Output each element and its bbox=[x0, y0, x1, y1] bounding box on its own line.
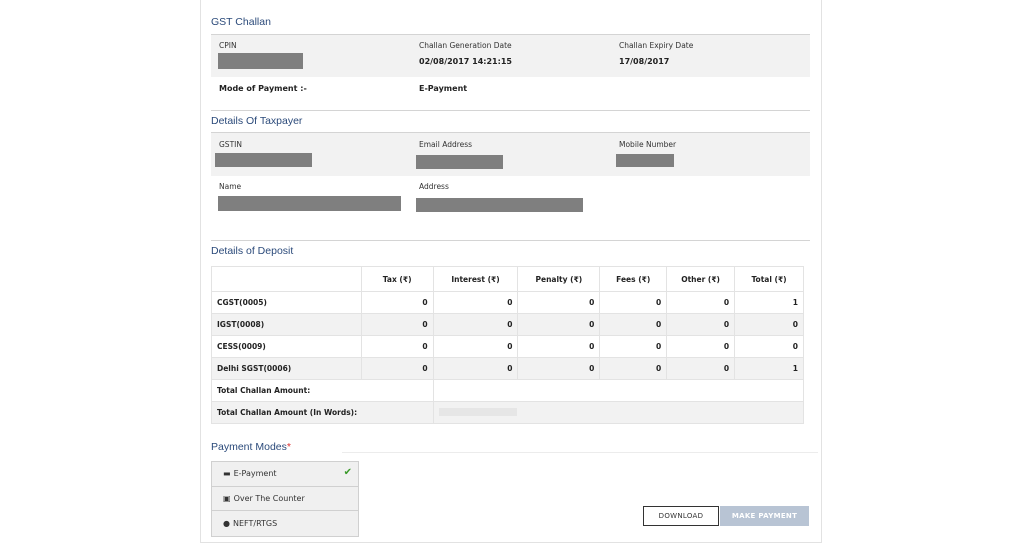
cell: 0 bbox=[432, 291, 519, 314]
mode-label: NEFT/RTGS bbox=[232, 518, 278, 528]
cell: 0 bbox=[666, 335, 736, 358]
row-label: CGST(0005) bbox=[211, 291, 362, 314]
cell: 0 bbox=[734, 313, 804, 336]
divider bbox=[211, 110, 810, 111]
total-words-value bbox=[432, 401, 805, 424]
cell: 0 bbox=[517, 335, 601, 358]
cell: 0 bbox=[599, 313, 668, 336]
gstin-label: GSTIN bbox=[219, 140, 242, 149]
download-button[interactable]: DOWNLOAD bbox=[643, 506, 719, 526]
cell: 0 bbox=[360, 291, 434, 314]
row-label: CESS(0009) bbox=[211, 335, 362, 358]
section-title-payment-modes: Payment Modes* bbox=[211, 441, 291, 453]
divider bbox=[211, 34, 810, 35]
divider bbox=[211, 132, 810, 133]
table-row: CESS(0009) 0 0 0 0 0 0 bbox=[211, 335, 804, 358]
mode-label: Mode of Payment :- bbox=[219, 84, 307, 93]
name-redacted bbox=[218, 196, 401, 211]
expiry-value: 17/08/2017 bbox=[619, 57, 670, 66]
cell: 0 bbox=[517, 313, 601, 336]
deposit-table: Tax (₹) Interest (₹) Penalty (₹) Fees (₹… bbox=[211, 266, 805, 424]
gstin-redacted bbox=[215, 153, 312, 167]
table-row: IGST(0008) 0 0 0 0 0 0 bbox=[211, 313, 804, 336]
total-value bbox=[432, 379, 805, 402]
column-header bbox=[211, 266, 362, 292]
column-header-total: Total (₹) bbox=[734, 266, 804, 292]
make-payment-button[interactable]: MAKE PAYMENT bbox=[720, 506, 809, 526]
section-title-deposit: Details of Deposit bbox=[211, 245, 294, 257]
column-header-penalty: Penalty (₹) bbox=[517, 266, 601, 292]
column-header-interest: Interest (₹) bbox=[432, 266, 519, 292]
address-label: Address bbox=[419, 182, 449, 191]
cell: 0 bbox=[360, 357, 434, 380]
mode-label: Over The Counter bbox=[233, 493, 305, 503]
cell: 0 bbox=[666, 313, 736, 336]
check-icon: ✔ bbox=[343, 467, 352, 478]
payment-mode-neft-rtgs[interactable]: ● NEFT/RTGS bbox=[212, 511, 358, 536]
cell: 0 bbox=[517, 291, 601, 314]
mode-value: E-Payment bbox=[419, 84, 468, 93]
section-title-gst-challan: GST Challan bbox=[211, 16, 271, 28]
credit-card-icon: ▬ bbox=[223, 469, 231, 479]
row-label: Delhi SGST(0006) bbox=[211, 357, 362, 380]
cell: 0 bbox=[599, 291, 668, 314]
table-header-row: Tax (₹) Interest (₹) Penalty (₹) Fees (₹… bbox=[211, 266, 804, 292]
cell: 0 bbox=[666, 291, 736, 314]
cash-icon: ▣ bbox=[223, 493, 231, 503]
mobile-redacted bbox=[616, 154, 674, 167]
divider bbox=[342, 452, 818, 453]
cell: 0 bbox=[599, 357, 668, 380]
cell: 0 bbox=[666, 357, 736, 380]
address-redacted bbox=[416, 198, 583, 212]
cell: 1 bbox=[734, 357, 804, 380]
cell: 0 bbox=[517, 357, 601, 380]
mobile-label: Mobile Number bbox=[619, 140, 677, 149]
table-row: CGST(0005) 0 0 0 0 0 1 bbox=[211, 291, 804, 314]
table-row: Delhi SGST(0006) 0 0 0 0 0 1 bbox=[211, 357, 804, 380]
email-label: Email Address bbox=[419, 140, 473, 149]
divider bbox=[211, 240, 810, 241]
required-marker: * bbox=[286, 441, 291, 453]
column-header-fees: Fees (₹) bbox=[599, 266, 668, 292]
column-header-tax: Tax (₹) bbox=[360, 266, 434, 292]
payment-modes-title: Payment Modes bbox=[211, 441, 287, 453]
cpin-redacted bbox=[218, 53, 303, 69]
name-label: Name bbox=[219, 182, 242, 191]
mode-label: E-Payment bbox=[233, 469, 277, 479]
column-header-other: Other (₹) bbox=[666, 266, 736, 292]
challan-info-panel bbox=[211, 35, 810, 77]
payment-mode-over-the-counter[interactable]: ▣ Over The Counter bbox=[212, 486, 358, 511]
globe-icon: ● bbox=[223, 518, 230, 528]
cell: 0 bbox=[599, 335, 668, 358]
total-label: Total Challan Amount: bbox=[211, 379, 434, 402]
total-row: Total Challan Amount: bbox=[211, 379, 805, 402]
email-redacted bbox=[416, 155, 503, 169]
payment-mode-e-payment[interactable]: ▬ E-Payment ✔ bbox=[212, 462, 358, 487]
cell: 0 bbox=[734, 335, 804, 358]
cell: 0 bbox=[432, 335, 519, 358]
gen-date-value: 02/08/2017 14:21:15 bbox=[419, 57, 512, 66]
payment-modes-list: ▬ E-Payment ✔ ▣ Over The Counter ● NEFT/RTGS bbox=[211, 461, 359, 537]
cell: 0 bbox=[360, 335, 434, 358]
cell: 0 bbox=[432, 313, 519, 336]
gen-date-label: Challan Generation Date bbox=[419, 41, 512, 50]
row-label: IGST(0008) bbox=[211, 313, 362, 336]
cell: 0 bbox=[432, 357, 519, 380]
cell: 0 bbox=[360, 313, 434, 336]
cpin-label: CPIN bbox=[219, 41, 237, 50]
total-words-label: Total Challan Amount (In Words): bbox=[211, 401, 434, 424]
section-title-taxpayer: Details Of Taxpayer bbox=[211, 115, 303, 127]
expiry-label: Challan Expiry Date bbox=[619, 41, 694, 50]
cell: 1 bbox=[734, 291, 804, 314]
total-words-row: Total Challan Amount (In Words): bbox=[211, 401, 805, 424]
